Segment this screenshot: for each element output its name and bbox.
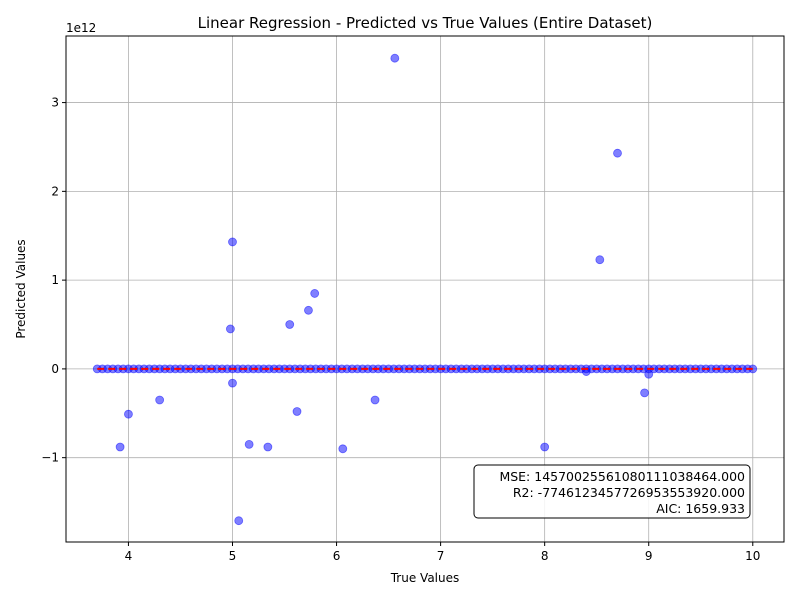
x-tick-label: 8 — [541, 549, 549, 563]
data-point — [640, 388, 649, 398]
data-point — [234, 516, 244, 526]
data-point — [338, 444, 348, 454]
data-point — [304, 305, 313, 315]
x-tick-label: 7 — [437, 549, 445, 563]
data-point — [226, 324, 235, 334]
chart-title: Linear Regression - Predicted vs True Va… — [198, 14, 653, 32]
data-point — [613, 148, 622, 158]
x-tick-label: 9 — [645, 549, 653, 563]
stats-aic: AIC: 1659.933 — [656, 501, 745, 516]
y-axis-ticks: −1 0 1 2 3 — [41, 96, 66, 465]
data-point — [540, 442, 550, 452]
stats-mse: MSE: 14570025561080111038464.000 — [499, 469, 745, 484]
x-tick-label: 5 — [229, 549, 237, 563]
data-point — [285, 320, 295, 329]
stats-box-frame — [473, 464, 751, 519]
data-point — [228, 378, 237, 388]
data-point — [124, 409, 133, 419]
y-axis-label: Predicted Values — [14, 239, 28, 338]
data-point — [310, 289, 320, 298]
plot-area-frame — [65, 35, 785, 543]
x-tick-label: 4 — [125, 549, 133, 563]
y-tick-label: 0 — [51, 362, 59, 376]
y-tick-label: −1 — [41, 451, 59, 465]
x-tick-label: 10 — [745, 549, 760, 563]
data-point — [390, 53, 400, 63]
stats-r2: R2: -7746123457726953553920.000 — [513, 485, 745, 500]
data-point — [370, 395, 380, 405]
data-point — [115, 442, 125, 452]
y-tick-label: 2 — [51, 184, 59, 198]
x-axis-ticks: 4 5 6 7 8 9 10 — [125, 542, 760, 563]
x-axis-label: True Values — [390, 571, 460, 585]
data-point — [244, 439, 254, 449]
data-point — [263, 442, 273, 452]
stats-box: MSE: 14570025561080111038464.000 R2: -77… — [473, 464, 751, 519]
data-point — [292, 407, 302, 416]
y-tick-label: 1 — [51, 273, 59, 287]
y-tick-label: 3 — [51, 96, 59, 110]
data-point — [595, 255, 605, 265]
data-point — [644, 369, 654, 379]
y-axis-scale-label: 1e12 — [66, 21, 96, 35]
data-point — [228, 237, 237, 247]
x-tick-label: 6 — [333, 549, 341, 563]
data-point — [155, 395, 165, 405]
data-points — [92, 53, 758, 526]
